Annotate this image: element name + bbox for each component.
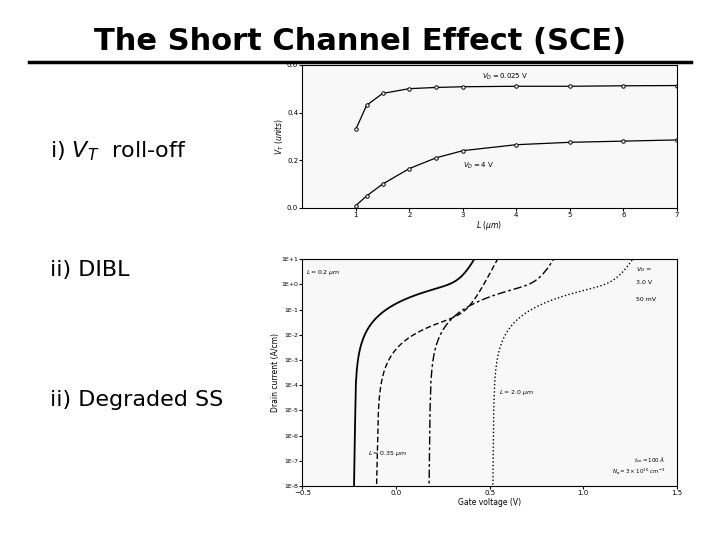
Text: $L=0.2\ \mu m$: $L=0.2\ \mu m$ <box>306 268 341 277</box>
Y-axis label: $V_T\ (units)$: $V_T\ (units)$ <box>273 118 286 155</box>
Text: $L=0.35\ \mu m$: $L=0.35\ \mu m$ <box>368 449 407 458</box>
Text: i) $V_T$  roll-off: i) $V_T$ roll-off <box>50 139 186 163</box>
X-axis label: Gate voltage (V): Gate voltage (V) <box>458 497 521 507</box>
Text: $V_{D}=$: $V_{D}=$ <box>636 265 651 274</box>
Text: ii) Degraded SS: ii) Degraded SS <box>50 389 224 410</box>
X-axis label: $L\ (\mu m)$: $L\ (\mu m)$ <box>477 219 503 232</box>
Text: $V_D = 0.025$ V: $V_D = 0.025$ V <box>482 72 528 82</box>
Text: $L=2.0\ \mu m$: $L=2.0\ \mu m$ <box>499 388 534 397</box>
Text: 3.0 V: 3.0 V <box>636 280 652 285</box>
Text: The Short Channel Effect (SCE): The Short Channel Effect (SCE) <box>94 27 626 56</box>
Text: $t_{ox}=100\ \AA$
$N_a=3\times10^{16}\ cm^{-3}$: $t_{ox}=100\ \AA$ $N_a=3\times10^{16}\ c… <box>612 455 665 477</box>
Y-axis label: Drain current (A/cm): Drain current (A/cm) <box>271 333 280 412</box>
Text: $V_D = 4$ V: $V_D = 4$ V <box>463 160 494 171</box>
Text: 50 mV: 50 mV <box>636 297 656 302</box>
Text: ii) DIBL: ii) DIBL <box>50 260 130 280</box>
